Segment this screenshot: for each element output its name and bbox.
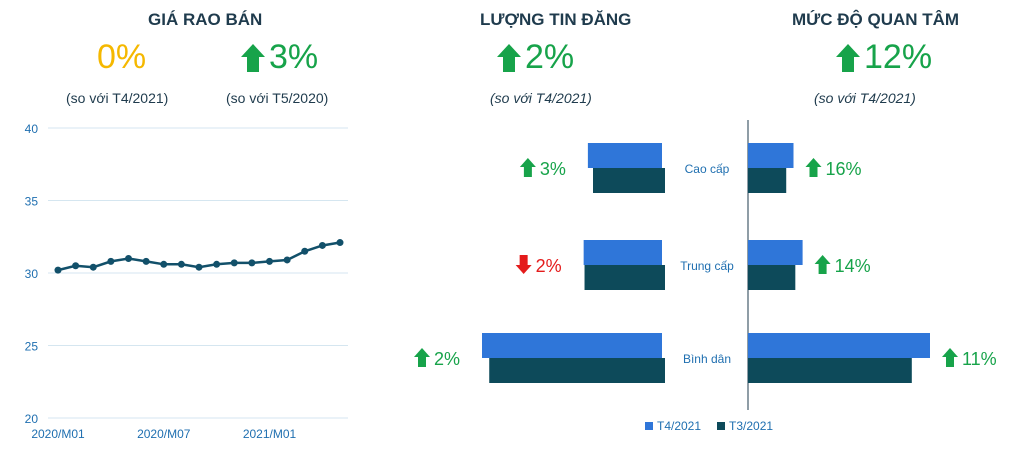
interest-bar-t3 [748, 168, 787, 193]
up-arrow-icon [805, 158, 822, 177]
price-point [266, 257, 273, 265]
category-label: Bình dân [683, 352, 731, 366]
price-yoy-note: (so với T5/2020) [226, 90, 329, 106]
price-point [248, 259, 256, 267]
price-yoy: 3% [241, 38, 318, 77]
y-tick-label: 35 [25, 195, 39, 209]
price-point [54, 266, 62, 274]
up-arrow-icon [497, 43, 521, 72]
legend: T4/2021 T3/2021 [645, 419, 773, 433]
y-tick-label: 30 [25, 267, 39, 281]
interest-value: 12% [864, 38, 933, 76]
down-arrow-icon [515, 255, 532, 274]
price-point [336, 239, 344, 247]
listings-bar-t4 [482, 333, 662, 358]
interest-change-label: 11% [962, 349, 997, 369]
price-yoy-value: 3% [269, 38, 319, 76]
price-point [72, 262, 80, 270]
interest-bar-t4 [748, 240, 803, 265]
price-mom-value: 0% [97, 38, 147, 76]
price-point [283, 256, 291, 264]
interest-bar-t3 [748, 358, 912, 383]
y-tick-label: 40 [25, 122, 39, 136]
price-title: GIÁ RAO BÁN [148, 10, 263, 29]
price-point [160, 260, 168, 268]
listings-title: LƯỢNG TIN ĐĂNG [480, 10, 632, 29]
listings-bar-t3 [489, 358, 665, 383]
up-arrow-icon [836, 43, 860, 72]
segment-bar-chart: 3% Cao cấp 16% 2% Trung cấp 14% 2% Bình dân 11% [414, 120, 997, 410]
price-point [89, 263, 97, 271]
x-tick-label: 2020/M07 [137, 427, 191, 441]
listings-change-label: 3% [540, 159, 566, 179]
price-point [142, 257, 150, 265]
interest-change: 12% [836, 38, 932, 77]
x-tick-label: 2020/M01 [31, 427, 85, 441]
price-point [213, 260, 221, 268]
price-point [177, 260, 185, 268]
listings-bar-t4 [587, 143, 662, 168]
up-arrow-icon [414, 348, 430, 367]
interest-title: MỨC ĐỘ QUAN TÂM [792, 10, 960, 29]
price-point [230, 259, 238, 267]
legend-label-t4: T4/2021 [657, 419, 702, 433]
up-arrow-icon [241, 43, 265, 72]
legend-label-t3: T3/2021 [729, 419, 774, 433]
price-point [195, 263, 203, 271]
listings-bar-t4 [583, 240, 662, 265]
interest-change-label: 14% [835, 256, 871, 276]
y-tick-label: 25 [25, 340, 39, 354]
price-line-chart: 20 25 30 35 40 2020/M01 2020/M07 2021/M01 [25, 122, 348, 441]
listings-change-label: 2% [536, 256, 562, 276]
y-tick-label: 20 [25, 412, 39, 426]
listings-value: 2% [525, 38, 575, 76]
price-mom-note: (so với T4/2021) [66, 90, 169, 106]
up-arrow-icon [814, 255, 831, 274]
category-label: Cao cấp [685, 162, 730, 176]
interest-bar-t4 [748, 143, 794, 168]
listings-bar-t3 [584, 265, 665, 290]
interest-change-label: 16% [826, 159, 862, 179]
up-arrow-icon [519, 158, 536, 177]
up-arrow-icon [942, 348, 958, 367]
price-point [125, 255, 132, 262]
price-point [318, 241, 326, 249]
category-label: Trung cấp [680, 259, 734, 273]
listings-change: 2% [497, 38, 574, 77]
price-point [107, 257, 115, 265]
listings-bar-t3 [593, 168, 665, 193]
interest-bar-t3 [748, 265, 796, 290]
listings-note: (so với T4/2021) [490, 90, 592, 106]
price-point [301, 247, 309, 255]
legend-swatch-t3 [717, 422, 726, 430]
x-tick-label: 2021/M01 [243, 427, 297, 441]
interest-bar-t4 [748, 333, 930, 358]
interest-note: (so với T4/2021) [814, 90, 916, 106]
listings-change-label: 2% [434, 349, 460, 369]
legend-swatch-t4 [645, 422, 653, 430]
